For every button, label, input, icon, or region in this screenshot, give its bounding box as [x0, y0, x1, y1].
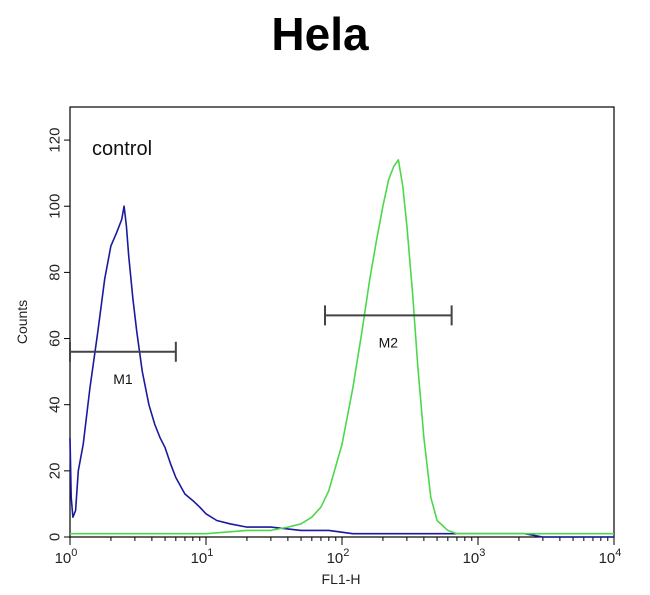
x-tick-label: 102	[327, 547, 350, 567]
y-axis-label: Counts	[14, 300, 30, 344]
x-tick-label: 101	[191, 547, 214, 567]
x-axis-label: FL1-H	[322, 571, 361, 587]
y-tick-label: 40	[46, 396, 63, 413]
chart-title: Hela	[271, 8, 369, 60]
plot-frame	[69, 106, 615, 538]
x-tick-label: 103	[463, 547, 486, 567]
control-annotation: control	[92, 138, 152, 160]
histogram-line-2	[70, 159, 614, 535]
y-tick-label: 100	[46, 194, 63, 219]
gate-label: M2	[379, 334, 399, 350]
gate-markers: M1 M2	[69, 305, 453, 387]
y-tick-label: 80	[46, 264, 63, 281]
x-axis: 100 101 102 103 104	[55, 537, 622, 567]
y-tick-label: 20	[46, 463, 63, 480]
y-axis: 0 20 40 60 80 100 120	[46, 128, 70, 541]
y-tick-label: 60	[46, 330, 63, 347]
histogram-series	[69, 159, 614, 538]
x-tick-label: 104	[599, 547, 622, 567]
x-tick-label: 100	[55, 547, 78, 567]
y-tick-label: 120	[46, 128, 63, 153]
y-tick-label: 0	[46, 533, 63, 541]
histogram-line-1	[69, 205, 614, 538]
gate-label: M1	[113, 371, 133, 387]
